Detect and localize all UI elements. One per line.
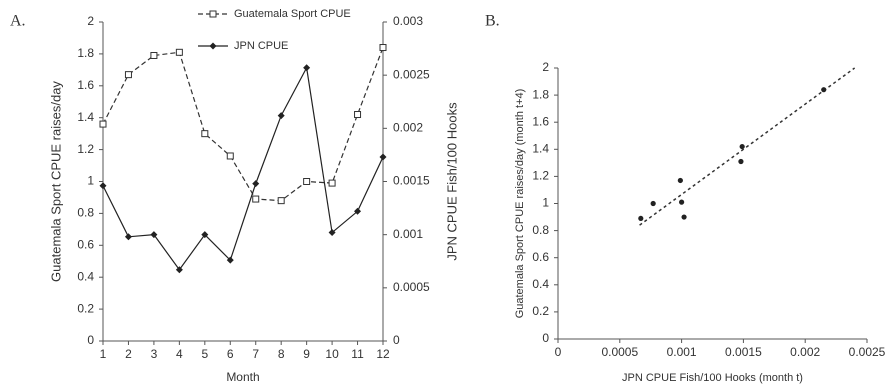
marker bbox=[328, 229, 336, 237]
marker bbox=[638, 215, 644, 222]
marker bbox=[379, 44, 387, 52]
y-tick-label: 0 bbox=[87, 333, 94, 347]
x-tick-label: 7 bbox=[252, 347, 259, 361]
marker bbox=[277, 197, 285, 205]
marker bbox=[354, 207, 362, 215]
y-tick-label: 1.4 bbox=[532, 141, 549, 155]
marker bbox=[303, 178, 311, 185]
y2-tick-label: 0 bbox=[393, 333, 400, 347]
y2-tick-label: 0.001 bbox=[393, 227, 423, 241]
marker bbox=[124, 71, 132, 79]
y2-tick-label: 0.0005 bbox=[393, 280, 430, 294]
marker bbox=[99, 120, 107, 128]
marker bbox=[124, 233, 132, 241]
marker bbox=[328, 179, 336, 187]
y-tick-label: 1.2 bbox=[77, 142, 94, 156]
y-tick-label: 1.6 bbox=[532, 114, 549, 128]
y-tick-label: 0.8 bbox=[532, 223, 549, 237]
x-tick-label: 0.001 bbox=[667, 345, 697, 359]
x-tick-label: 0.0025 bbox=[849, 345, 886, 359]
x-axis-label: JPN CPUE Fish/100 Hooks (month t) bbox=[622, 372, 803, 384]
marker bbox=[175, 266, 183, 274]
y-tick-label: 1.6 bbox=[77, 78, 94, 92]
marker bbox=[738, 158, 744, 165]
legend-marker bbox=[209, 42, 217, 50]
marker bbox=[252, 180, 260, 188]
y-tick-label: 1.8 bbox=[532, 87, 549, 101]
legend-label: JPN CPUE bbox=[234, 40, 288, 52]
y2-tick-label: 0.002 bbox=[393, 121, 423, 135]
y-tick-label: 1.4 bbox=[77, 110, 94, 124]
panel-label: B. bbox=[485, 13, 500, 30]
marker bbox=[175, 48, 183, 56]
y-axis-label: Guatemala Sport CPUE raises/day bbox=[48, 81, 63, 282]
y-tick-label: 0.4 bbox=[532, 277, 549, 291]
x-tick-label: 4 bbox=[176, 347, 183, 361]
marker bbox=[201, 231, 209, 239]
x-tick-label: 10 bbox=[325, 347, 339, 361]
marker bbox=[821, 87, 827, 93]
x-tick-label: 11 bbox=[351, 347, 364, 361]
x-tick-label: 0 bbox=[555, 345, 562, 359]
marker bbox=[354, 111, 362, 119]
marker bbox=[379, 153, 387, 161]
x-tick-label: 2 bbox=[125, 347, 132, 361]
y-tick-label: 2 bbox=[87, 14, 94, 28]
panel-label: A. bbox=[10, 13, 26, 30]
x-tick-label: 0.002 bbox=[790, 345, 820, 359]
y-axis-label: Guatemala Sport CPUE raises/day (month t… bbox=[514, 89, 526, 319]
x-tick-label: 0.0015 bbox=[725, 345, 762, 359]
x-tick-label: 9 bbox=[303, 347, 310, 361]
marker bbox=[679, 199, 685, 205]
y-tick-label: 0.4 bbox=[77, 269, 94, 283]
y2-tick-label: 0.0025 bbox=[393, 67, 430, 81]
x-tick-label: 8 bbox=[278, 347, 285, 361]
y-tick-label: 2 bbox=[542, 60, 549, 74]
y-tick-label: 1 bbox=[87, 174, 94, 188]
marker bbox=[650, 200, 656, 207]
y-tick-label: 1 bbox=[542, 196, 549, 210]
series-line bbox=[102, 47, 384, 202]
y-tick-label: 0.8 bbox=[77, 206, 94, 220]
x-axis-label: Month bbox=[226, 370, 259, 384]
marker bbox=[739, 143, 745, 150]
marker bbox=[150, 231, 158, 239]
marker bbox=[226, 256, 234, 264]
legend-marker bbox=[209, 10, 217, 18]
y-tick-label: 0.2 bbox=[532, 304, 549, 318]
marker bbox=[201, 130, 209, 138]
y-tick-label: 0.6 bbox=[532, 250, 549, 264]
y-tick-label: 1.2 bbox=[532, 169, 549, 183]
x-tick-label: 3 bbox=[151, 347, 158, 361]
marker bbox=[150, 51, 158, 59]
marker bbox=[99, 182, 107, 190]
x-tick-label: 0.0005 bbox=[601, 345, 638, 359]
y-tick-label: 1.8 bbox=[77, 46, 94, 60]
y2-tick-label: 0.003 bbox=[393, 14, 423, 28]
legend-label: Guatemala Sport CPUE bbox=[234, 8, 351, 20]
y2-axis-label: JPN CPUE Fish/100 Hooks bbox=[444, 102, 459, 261]
series-line bbox=[102, 65, 384, 271]
marker bbox=[303, 64, 311, 72]
trendline bbox=[639, 67, 856, 226]
y-tick-label: 0 bbox=[542, 331, 549, 345]
marker bbox=[277, 112, 285, 120]
marker bbox=[226, 152, 234, 160]
x-tick-label: 1 bbox=[100, 347, 107, 361]
x-tick-label: 12 bbox=[376, 347, 390, 361]
y2-tick-label: 0.0015 bbox=[393, 174, 430, 188]
marker bbox=[252, 195, 260, 203]
y-tick-label: 0.6 bbox=[77, 237, 94, 251]
x-tick-label: 5 bbox=[201, 347, 208, 361]
marker bbox=[677, 177, 683, 184]
x-tick-label: 6 bbox=[227, 347, 234, 361]
marker bbox=[681, 214, 687, 220]
y-tick-label: 0.2 bbox=[77, 301, 94, 315]
